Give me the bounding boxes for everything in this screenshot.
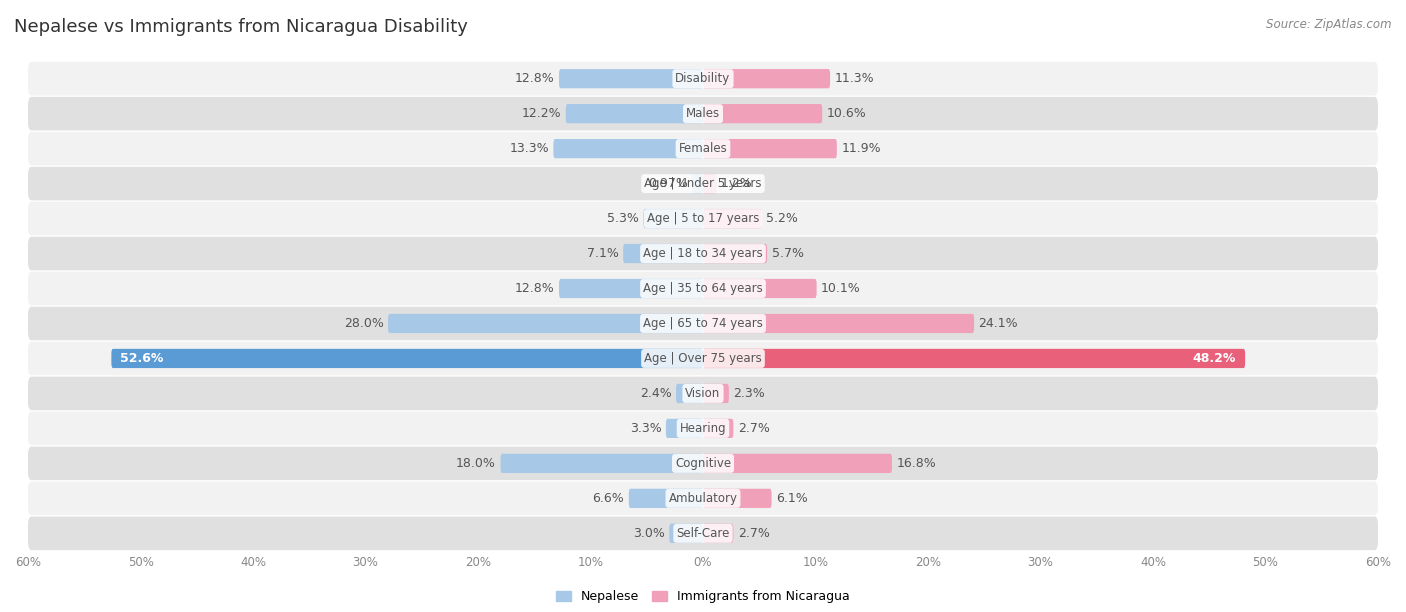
Text: 5.3%: 5.3% [607, 212, 638, 225]
Text: 11.9%: 11.9% [841, 142, 882, 155]
FancyBboxPatch shape [28, 97, 1378, 130]
Text: Disability: Disability [675, 72, 731, 85]
FancyBboxPatch shape [111, 349, 703, 368]
FancyBboxPatch shape [703, 279, 817, 298]
Text: 1.2%: 1.2% [721, 177, 752, 190]
FancyBboxPatch shape [554, 139, 703, 159]
FancyBboxPatch shape [28, 307, 1378, 340]
Text: 5.7%: 5.7% [772, 247, 804, 260]
FancyBboxPatch shape [623, 244, 703, 263]
FancyBboxPatch shape [28, 412, 1378, 445]
Legend: Nepalese, Immigrants from Nicaragua: Nepalese, Immigrants from Nicaragua [557, 591, 849, 603]
FancyBboxPatch shape [703, 419, 734, 438]
Text: Age | Under 5 years: Age | Under 5 years [644, 177, 762, 190]
Text: 6.6%: 6.6% [592, 492, 624, 505]
Text: Age | 18 to 34 years: Age | 18 to 34 years [643, 247, 763, 260]
FancyBboxPatch shape [644, 209, 703, 228]
FancyBboxPatch shape [703, 384, 728, 403]
Text: 12.2%: 12.2% [522, 107, 561, 120]
FancyBboxPatch shape [676, 384, 703, 403]
FancyBboxPatch shape [28, 62, 1378, 95]
Text: 48.2%: 48.2% [1192, 352, 1236, 365]
FancyBboxPatch shape [28, 237, 1378, 271]
Text: Hearing: Hearing [679, 422, 727, 435]
FancyBboxPatch shape [703, 139, 837, 159]
Text: 6.1%: 6.1% [776, 492, 808, 505]
FancyBboxPatch shape [388, 314, 703, 333]
FancyBboxPatch shape [703, 174, 717, 193]
FancyBboxPatch shape [501, 453, 703, 473]
Text: 10.1%: 10.1% [821, 282, 860, 295]
FancyBboxPatch shape [703, 104, 823, 123]
Text: Nepalese vs Immigrants from Nicaragua Disability: Nepalese vs Immigrants from Nicaragua Di… [14, 18, 468, 36]
FancyBboxPatch shape [28, 272, 1378, 305]
Text: 10.6%: 10.6% [827, 107, 866, 120]
Text: 2.3%: 2.3% [734, 387, 765, 400]
FancyBboxPatch shape [703, 524, 734, 543]
FancyBboxPatch shape [560, 69, 703, 88]
FancyBboxPatch shape [666, 419, 703, 438]
Text: 7.1%: 7.1% [586, 247, 619, 260]
FancyBboxPatch shape [703, 453, 891, 473]
Text: Self-Care: Self-Care [676, 527, 730, 540]
FancyBboxPatch shape [703, 69, 830, 88]
Text: 13.3%: 13.3% [509, 142, 548, 155]
Text: Males: Males [686, 107, 720, 120]
FancyBboxPatch shape [703, 209, 762, 228]
FancyBboxPatch shape [565, 104, 703, 123]
Text: Ambulatory: Ambulatory [668, 492, 738, 505]
FancyBboxPatch shape [703, 244, 768, 263]
Text: Vision: Vision [685, 387, 721, 400]
FancyBboxPatch shape [28, 482, 1378, 515]
Text: Age | 35 to 64 years: Age | 35 to 64 years [643, 282, 763, 295]
Text: 3.0%: 3.0% [633, 527, 665, 540]
Text: 0.97%: 0.97% [648, 177, 688, 190]
Text: Age | 5 to 17 years: Age | 5 to 17 years [647, 212, 759, 225]
Text: Age | 65 to 74 years: Age | 65 to 74 years [643, 317, 763, 330]
FancyBboxPatch shape [28, 517, 1378, 550]
FancyBboxPatch shape [28, 341, 1378, 375]
FancyBboxPatch shape [28, 376, 1378, 410]
Text: 24.1%: 24.1% [979, 317, 1018, 330]
Text: Cognitive: Cognitive [675, 457, 731, 470]
Text: Source: ZipAtlas.com: Source: ZipAtlas.com [1267, 18, 1392, 31]
FancyBboxPatch shape [560, 279, 703, 298]
FancyBboxPatch shape [28, 132, 1378, 165]
FancyBboxPatch shape [28, 202, 1378, 236]
FancyBboxPatch shape [703, 489, 772, 508]
Text: Age | Over 75 years: Age | Over 75 years [644, 352, 762, 365]
Text: 12.8%: 12.8% [515, 282, 554, 295]
Text: 2.7%: 2.7% [738, 527, 769, 540]
FancyBboxPatch shape [703, 349, 1246, 368]
Text: 3.3%: 3.3% [630, 422, 661, 435]
FancyBboxPatch shape [28, 447, 1378, 480]
FancyBboxPatch shape [628, 489, 703, 508]
Text: 5.2%: 5.2% [766, 212, 797, 225]
Text: Females: Females [679, 142, 727, 155]
Text: 16.8%: 16.8% [897, 457, 936, 470]
FancyBboxPatch shape [669, 524, 703, 543]
Text: 11.3%: 11.3% [835, 72, 875, 85]
Text: 2.4%: 2.4% [640, 387, 672, 400]
Text: 12.8%: 12.8% [515, 72, 554, 85]
Text: 2.7%: 2.7% [738, 422, 769, 435]
FancyBboxPatch shape [692, 174, 703, 193]
Text: 18.0%: 18.0% [456, 457, 496, 470]
FancyBboxPatch shape [703, 314, 974, 333]
Text: 28.0%: 28.0% [343, 317, 384, 330]
Text: 52.6%: 52.6% [121, 352, 163, 365]
FancyBboxPatch shape [28, 167, 1378, 200]
